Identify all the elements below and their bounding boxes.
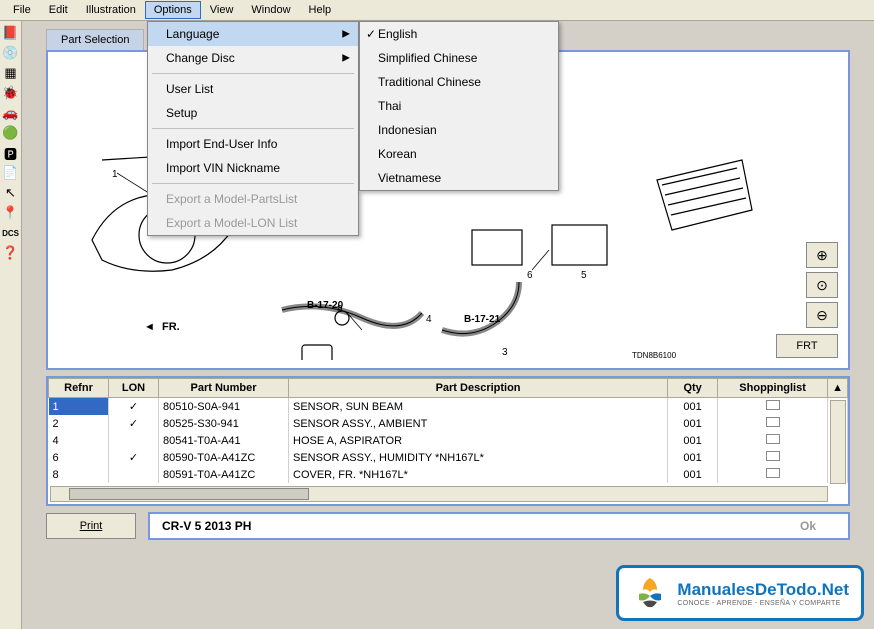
horizontal-scrollbar[interactable] [50, 486, 828, 502]
scrollbar-thumb[interactable] [69, 488, 309, 500]
table-row[interactable]: 880591-T0A-A41ZCCOVER, FR. *NH167L*001 [49, 466, 848, 483]
bug-icon[interactable]: 🐞 [3, 85, 19, 101]
menu-item-change-disc[interactable]: Change Disc▶ [148, 46, 358, 70]
th-refnr[interactable]: Refnr [49, 379, 109, 398]
green-icon[interactable]: 🟢 [3, 125, 19, 141]
lang-vietnamese[interactable]: Vietnamese [360, 166, 558, 190]
lang-traditional-chinese[interactable]: Traditional Chinese [360, 70, 558, 94]
menu-edit[interactable]: Edit [40, 1, 77, 19]
shopping-checkbox[interactable] [766, 400, 780, 410]
model-text: CR-V 5 2013 PH [162, 519, 251, 533]
th-part-description[interactable]: Part Description [289, 379, 668, 398]
lang-simplified-chinese[interactable]: Simplified Chinese [360, 46, 558, 70]
frt-button[interactable]: FRT [776, 334, 838, 358]
watermark-subtitle: CONOCE - APRENDE - ENSEÑA Y COMPARTE [677, 600, 849, 607]
th-shoppinglist[interactable]: Shoppinglist [718, 379, 828, 398]
help-icon[interactable]: ❓ [3, 245, 19, 261]
table-row[interactable]: 6✓80590-T0A-A41ZCSENSOR ASSY., HUMIDITY … [49, 449, 848, 466]
tab-part-selection[interactable]: Part Selection [46, 29, 144, 50]
disc-icon[interactable]: 💿 [3, 45, 19, 61]
menu-options[interactable]: Options [145, 1, 201, 19]
shopping-checkbox[interactable] [766, 417, 780, 427]
svg-text:B-17-21: B-17-21 [464, 314, 501, 325]
menu-item-user-list[interactable]: User List [148, 77, 358, 101]
pin-icon[interactable]: 📍 [3, 205, 19, 221]
zoom-buttons: ⊕ ⊙ ⊖ [806, 242, 838, 328]
svg-text:1: 1 [112, 169, 118, 180]
svg-text:FR.: FR. [162, 321, 180, 333]
model-info-bar: CR-V 5 2013 PH Ok [148, 512, 850, 540]
menu-item-import-vin-nickname[interactable]: Import VIN Nickname [148, 156, 358, 180]
options-dropdown: Language▶Change Disc▶ User ListSetup Impor… [147, 21, 359, 236]
watermark-logo-icon [631, 574, 669, 612]
menu-item-import-end-user-info[interactable]: Import End-User Info [148, 132, 358, 156]
menu-window[interactable]: Window [242, 1, 299, 19]
DCS-icon[interactable]: DCS [3, 225, 19, 241]
print-button[interactable]: Print [46, 513, 136, 539]
grid-icon[interactable]: ▦ [3, 65, 19, 81]
parts-table: RefnrLONPart NumberPart DescriptionQtySh… [48, 378, 848, 483]
table-row[interactable]: 2✓80525-S30-941SENSOR ASSY., AMBIENT001 [49, 415, 848, 432]
svg-text:3: 3 [502, 347, 508, 358]
th-scroll: ▲ [828, 379, 848, 398]
table-row[interactable]: 480541-T0A-A41HOSE A, ASPIRATOR001 [49, 432, 848, 449]
menu-file[interactable]: File [4, 1, 40, 19]
zoom-fit-button[interactable]: ⊙ [806, 272, 838, 298]
left-toolbar: 📕 💿 ▦ 🐞 🚗 🟢 🅿 📄 ↖ 📍 DCS ❓ [0, 21, 22, 629]
menu-item-export-a-model-partslist: Export a Model-PartsList [148, 187, 358, 211]
watermark-title: ManualesDeTodo.Net [677, 580, 849, 600]
doc-icon[interactable]: 📄 [3, 165, 19, 181]
svg-text:6: 6 [527, 270, 533, 281]
shopping-checkbox[interactable] [766, 434, 780, 444]
menu-view[interactable]: View [201, 1, 243, 19]
menu-item-language[interactable]: Language▶ [148, 22, 358, 46]
vertical-scrollbar[interactable] [830, 400, 846, 484]
lang-thai[interactable]: Thai [360, 94, 558, 118]
arrow-icon[interactable]: ↖ [3, 185, 19, 201]
shopping-checkbox[interactable] [766, 451, 780, 461]
parts-table-panel: RefnrLONPart NumberPart DescriptionQtySh… [46, 376, 850, 506]
svg-text:4: 4 [426, 314, 432, 325]
svg-text:TDN8B6100: TDN8B6100 [632, 351, 677, 360]
menu-illustration[interactable]: Illustration [77, 1, 145, 19]
th-lon[interactable]: LON [109, 379, 159, 398]
table-row[interactable]: 1✓80510-S0A-941SENSOR, SUN BEAM001 [49, 398, 848, 416]
lang-english[interactable]: ✓English [360, 22, 558, 46]
zoom-in-button[interactable]: ⊕ [806, 242, 838, 268]
shopping-checkbox[interactable] [766, 468, 780, 478]
park-icon[interactable]: 🅿 [3, 145, 19, 161]
svg-text:B-17-20: B-17-20 [307, 300, 344, 311]
zoom-out-button[interactable]: ⊖ [806, 302, 838, 328]
svg-text:5: 5 [581, 270, 587, 281]
menubar: FileEditIllustrationOptionsViewWindowHel… [0, 0, 874, 21]
lang-indonesian[interactable]: Indonesian [360, 118, 558, 142]
menu-help[interactable]: Help [300, 1, 341, 19]
book-icon[interactable]: 📕 [3, 25, 19, 41]
car-icon[interactable]: 🚗 [3, 105, 19, 121]
svg-text:◄: ◄ [144, 321, 155, 333]
bottom-bar: Print CR-V 5 2013 PH Ok [46, 512, 850, 540]
th-part-number[interactable]: Part Number [159, 379, 289, 398]
watermark-badge: ManualesDeTodo.Net CONOCE - APRENDE - EN… [616, 565, 864, 621]
language-submenu: ✓EnglishSimplified ChineseTraditional Ch… [359, 21, 559, 191]
th-qty[interactable]: Qty [668, 379, 718, 398]
ok-button[interactable]: Ok [780, 519, 836, 533]
lang-korean[interactable]: Korean [360, 142, 558, 166]
menu-item-export-a-model-lon-list: Export a Model-LON List [148, 211, 358, 235]
menu-item-setup[interactable]: Setup [148, 101, 358, 125]
